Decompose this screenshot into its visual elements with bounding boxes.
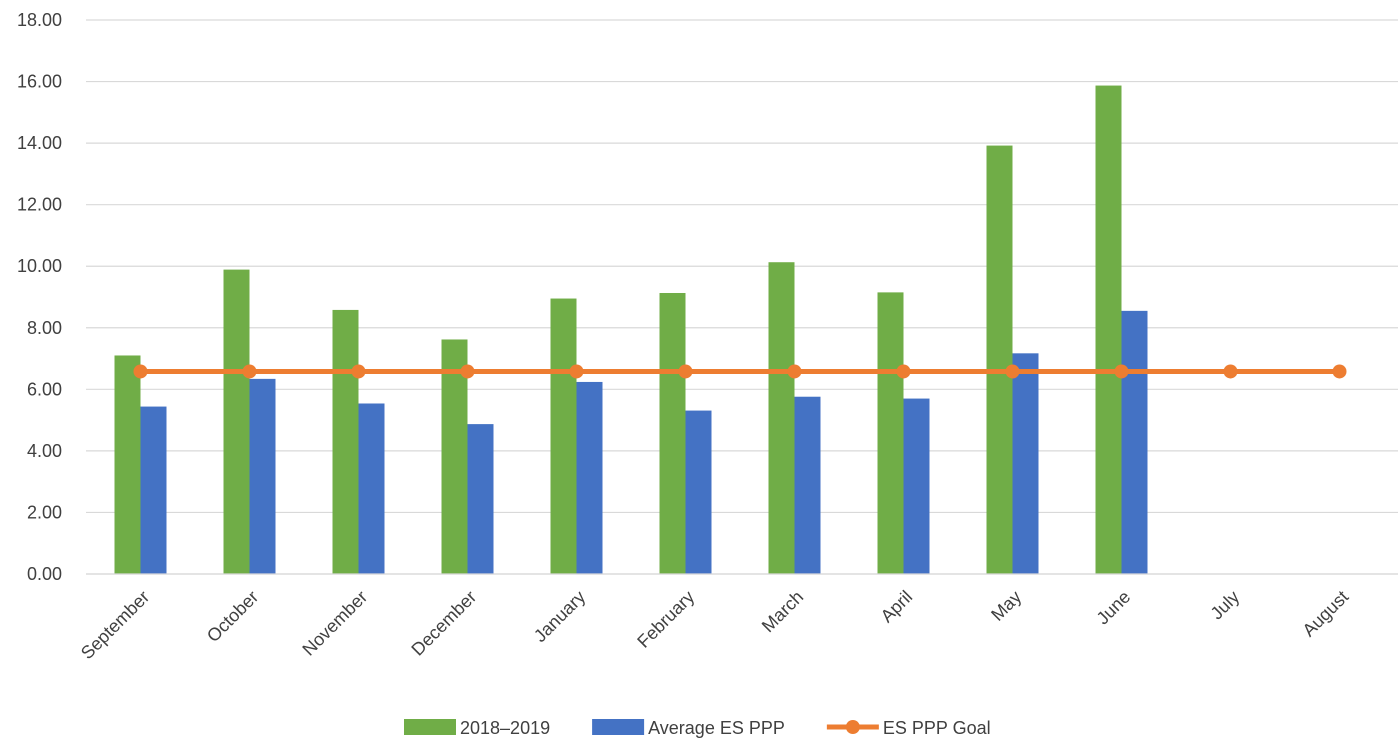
legend-item-2018-2019: 2018–2019: [404, 718, 550, 738]
y-tick-label-0: 0.00: [27, 564, 62, 584]
x-axis-ticks: September October November December January F…: [77, 573, 1398, 663]
x-tick-label-march: March: [758, 587, 808, 637]
bar-2018-2019-may: [986, 145, 1013, 574]
point-es-ppp-goal-june: [1114, 364, 1129, 379]
bar-2018-2019-february: [659, 292, 686, 574]
bar-2018-2019-december: [441, 339, 468, 574]
x-tick-label-november: November: [298, 587, 371, 660]
gridlines: [86, 19, 1398, 575]
x-tick-label-april: April: [877, 587, 917, 627]
point-es-ppp-goal-august: [1332, 364, 1347, 379]
bar-average-es-ppp-march: [794, 396, 821, 574]
legend-swatch-average-es-ppp: [592, 719, 645, 735]
point-es-ppp-goal-november: [351, 364, 366, 379]
x-tick-label-may: May: [987, 587, 1025, 625]
legend-swatch-es-ppp-goal: [845, 720, 860, 734]
point-es-ppp-goal-may: [1005, 364, 1020, 379]
y-tick-label-6: 12.00: [17, 195, 62, 215]
x-tick-label-august: August: [1299, 587, 1353, 641]
x-tick-label-july: July: [1207, 587, 1244, 624]
bar-2018-2019-april: [877, 292, 904, 574]
x-tick-label-december: December: [407, 587, 480, 660]
point-es-ppp-goal-january: [569, 364, 584, 379]
bar-2018-2019-october: [223, 269, 250, 574]
x-tick-label-february: February: [633, 587, 698, 652]
point-es-ppp-goal-february: [678, 364, 693, 379]
bar-average-es-ppp-december: [467, 424, 494, 574]
legend-item-es-ppp-goal: ES PPP Goal: [826, 718, 991, 738]
x-tick-label-june: June: [1093, 587, 1135, 629]
bar-average-es-ppp-november: [358, 403, 385, 574]
bar-average-es-ppp-january: [576, 381, 603, 574]
point-es-ppp-goal-july: [1223, 364, 1238, 379]
legend-item-average-es-ppp: Average ES PPP: [592, 718, 785, 738]
bar-average-es-ppp-september: [140, 406, 167, 574]
bar-2018-2019-june: [1095, 85, 1122, 574]
goal-line: [133, 364, 1347, 379]
x-tick-label-january: January: [530, 587, 589, 646]
bar-2018-2019-september: [114, 355, 141, 574]
bar-2018-2019-january: [550, 298, 577, 574]
point-es-ppp-goal-march: [787, 364, 802, 379]
bar-average-es-ppp-april: [903, 398, 930, 574]
x-tick-label-october: October: [203, 587, 262, 646]
bar-average-es-ppp-june: [1121, 310, 1148, 574]
legend-label-2018-2019: 2018–2019: [460, 718, 550, 738]
legend-swatch-2018-2019: [404, 719, 456, 735]
legend: 2018–2019 Average ES PPP ES PPP Goal: [404, 718, 991, 738]
bar-2018-2019-november: [332, 309, 359, 574]
bar-average-es-ppp-october: [249, 378, 276, 574]
point-es-ppp-goal-april: [896, 364, 911, 379]
point-es-ppp-goal-december: [460, 364, 475, 379]
bar-2018-2019-march: [768, 262, 795, 574]
legend-label-es-ppp-goal: ES PPP Goal: [883, 718, 991, 738]
y-tick-label-1: 2.00: [27, 502, 62, 522]
y-tick-label-9: 18.00: [17, 10, 62, 30]
y-tick-label-7: 14.00: [17, 133, 62, 153]
y-tick-label-3: 6.00: [27, 379, 62, 399]
y-tick-label-5: 10.00: [17, 256, 62, 276]
legend-label-average-es-ppp: Average ES PPP: [648, 718, 785, 738]
point-es-ppp-goal-september: [133, 364, 148, 379]
y-tick-label-8: 16.00: [17, 72, 62, 92]
y-axis-ticks: 0.00 2.00 4.00 6.00 8.00 10.00 12.00 14.00 16.00…: [17, 10, 62, 584]
y-tick-label-2: 4.00: [27, 441, 62, 461]
bars: [114, 85, 1148, 574]
bar-average-es-ppp-february: [685, 410, 712, 574]
bar-average-es-ppp-may: [1012, 353, 1039, 574]
point-es-ppp-goal-october: [242, 364, 257, 379]
y-tick-label-4: 8.00: [27, 318, 62, 338]
x-tick-label-september: September: [77, 587, 153, 663]
